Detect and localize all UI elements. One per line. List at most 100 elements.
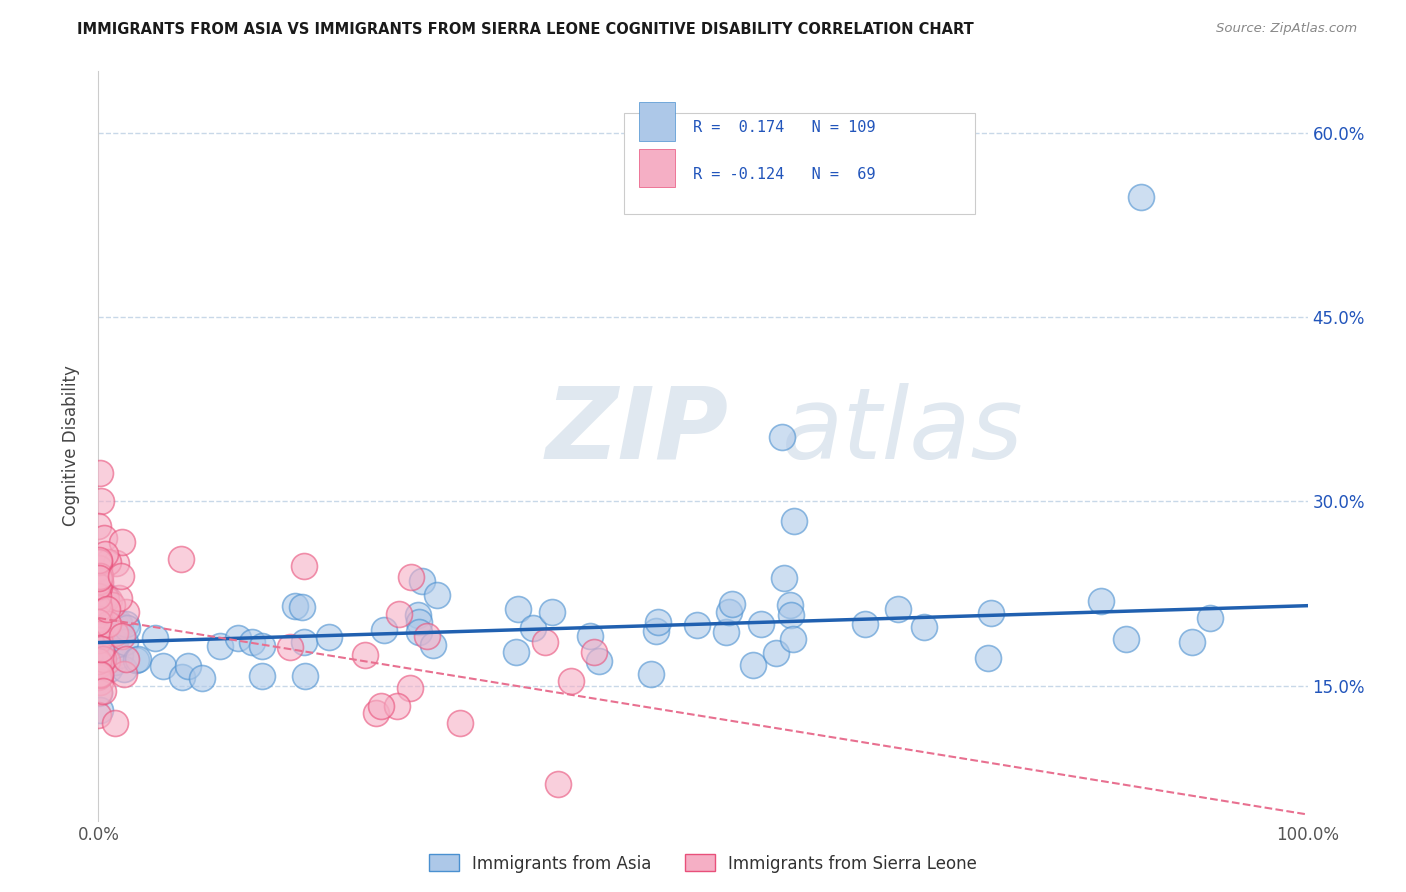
Point: [87, 643, 110, 657]
Point: [522, 621, 544, 635]
Point: [97, 592, 120, 607]
Point: [94, 638, 117, 652]
Point: [107, 620, 129, 634]
Point: [91, 642, 114, 657]
Point: [779, 607, 801, 622]
Point: [87, 553, 110, 567]
Point: [97, 662, 120, 676]
Point: [887, 602, 910, 616]
Text: R =  0.174   N = 109: R = 0.174 N = 109: [693, 120, 876, 135]
Text: IMMIGRANTS FROM ASIA VS IMMIGRANTS FROM SIERRA LEONE COGNITIVE DISABILITY CORREL: IMMIGRANTS FROM ASIA VS IMMIGRANTS FROM …: [77, 22, 974, 37]
Point: [411, 574, 433, 588]
Point: [114, 616, 136, 631]
Point: [408, 608, 430, 623]
Point: [250, 668, 273, 682]
Point: [87, 617, 110, 632]
Point: [506, 601, 529, 615]
Point: [388, 607, 411, 622]
Point: [87, 654, 110, 668]
Point: [294, 669, 316, 683]
Point: [112, 667, 135, 681]
Point: [782, 632, 804, 646]
Point: [980, 606, 1002, 620]
Point: [101, 598, 124, 612]
Point: [108, 648, 131, 662]
Point: [89, 467, 111, 481]
Point: [89, 647, 111, 661]
Point: [104, 556, 127, 570]
Bar: [638, 149, 675, 187]
Point: [89, 603, 111, 617]
Point: [645, 624, 668, 638]
Point: [749, 616, 772, 631]
Point: [89, 601, 111, 615]
Point: [89, 667, 111, 681]
Point: [89, 629, 111, 643]
Point: [110, 534, 132, 549]
Point: [640, 667, 662, 681]
Point: [90, 642, 112, 657]
Point: [1090, 594, 1112, 608]
Point: [240, 634, 263, 648]
Point: [977, 651, 1000, 665]
Point: [94, 640, 117, 654]
Point: [87, 519, 110, 533]
Point: [370, 698, 392, 713]
Point: [112, 662, 135, 676]
Point: [89, 607, 111, 622]
Point: [177, 658, 200, 673]
Point: [110, 568, 132, 582]
Point: [104, 715, 127, 730]
Point: [1115, 632, 1137, 647]
Point: [91, 634, 114, 648]
Point: [87, 568, 110, 582]
Point: [87, 556, 110, 570]
Point: [717, 605, 740, 619]
Point: [87, 619, 110, 633]
Point: [111, 629, 134, 643]
Point: [364, 706, 387, 721]
Text: Source: ZipAtlas.com: Source: ZipAtlas.com: [1216, 22, 1357, 36]
Point: [449, 715, 471, 730]
Point: [93, 656, 115, 670]
Point: [108, 619, 131, 633]
Point: [716, 625, 738, 640]
Point: [399, 570, 422, 584]
Point: [96, 592, 118, 607]
Point: [87, 571, 110, 585]
Point: [94, 588, 117, 602]
Point: [291, 600, 314, 615]
Point: [1198, 610, 1220, 624]
Point: [408, 625, 430, 640]
Point: [104, 655, 127, 669]
Point: [87, 615, 110, 629]
Point: [143, 631, 166, 645]
Point: [97, 617, 120, 632]
Point: [89, 575, 111, 590]
Point: [90, 650, 112, 665]
Point: [250, 639, 273, 653]
Point: [152, 659, 174, 673]
Point: [770, 430, 793, 444]
Point: [170, 551, 193, 566]
Point: [278, 640, 301, 654]
Point: [89, 648, 111, 663]
Point: [90, 657, 112, 671]
Point: [91, 684, 114, 698]
Point: [87, 635, 110, 649]
Point: [127, 651, 149, 665]
Point: [87, 640, 110, 654]
Point: [547, 777, 569, 791]
Point: [87, 686, 110, 700]
Point: [114, 651, 136, 665]
Text: ZIP: ZIP: [546, 383, 728, 480]
Point: [91, 648, 114, 662]
Legend: Immigrants from Asia, Immigrants from Sierra Leone: Immigrants from Asia, Immigrants from Si…: [422, 847, 984, 880]
Point: [87, 670, 110, 684]
Point: [87, 636, 110, 650]
Point: [191, 671, 214, 685]
Point: [318, 630, 340, 644]
Point: [87, 580, 110, 594]
Point: [91, 620, 114, 634]
Point: [779, 599, 801, 613]
